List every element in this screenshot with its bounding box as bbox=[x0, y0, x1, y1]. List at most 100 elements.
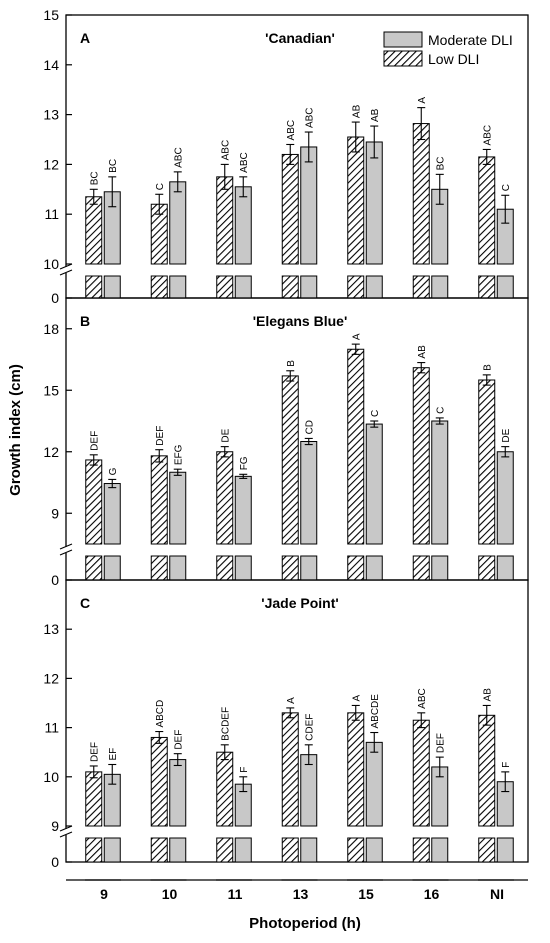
bar-low bbox=[412, 367, 430, 545]
bar-moderate bbox=[496, 451, 514, 545]
y-tick-label: 13 bbox=[43, 621, 59, 637]
y-tick-label-zero: 0 bbox=[51, 572, 59, 588]
bar-low bbox=[216, 451, 234, 545]
bar-low-base bbox=[85, 555, 103, 581]
x-axis: 9 10 11 13 15 16 NI bbox=[66, 879, 528, 902]
significance-letter: BC bbox=[108, 159, 119, 173]
significance-letter: ABC bbox=[220, 140, 231, 161]
legend-label-low: Low DLI bbox=[428, 51, 479, 67]
bar-moderate bbox=[300, 146, 318, 265]
axis-break-mark bbox=[59, 543, 73, 550]
significance-letter: FG bbox=[239, 456, 250, 470]
significance-letter: A bbox=[351, 694, 362, 701]
bar-low bbox=[216, 751, 234, 827]
bar-low bbox=[347, 136, 365, 265]
y-tick-label: 18 bbox=[43, 321, 59, 337]
y-tick-label-zero: 0 bbox=[51, 290, 59, 306]
bar-moderate bbox=[365, 423, 383, 545]
bar-low bbox=[347, 348, 365, 545]
bar-moderate bbox=[169, 759, 187, 827]
significance-letter: DE bbox=[220, 428, 231, 442]
bar-moderate-base bbox=[496, 837, 514, 863]
bar-low-base bbox=[281, 555, 299, 581]
bar-moderate bbox=[431, 420, 449, 545]
y-tick-label: 11 bbox=[44, 720, 59, 736]
significance-letter: EFG bbox=[173, 444, 184, 465]
significance-letter: AB bbox=[482, 688, 493, 702]
bar-low bbox=[478, 379, 496, 545]
legend-swatch-low bbox=[383, 50, 423, 67]
bar-low-base bbox=[281, 837, 299, 863]
panel-letter: A bbox=[80, 30, 90, 46]
significance-letter: C bbox=[155, 183, 166, 190]
bar-low bbox=[281, 375, 299, 545]
significance-letter: G bbox=[108, 467, 119, 475]
bar-moderate-base bbox=[234, 275, 252, 299]
significance-letter: DEF bbox=[435, 733, 446, 753]
axis-break-gap bbox=[60, 829, 72, 835]
bar-low bbox=[478, 714, 496, 827]
bar-low-base bbox=[216, 837, 234, 863]
panel-letter: C bbox=[80, 595, 90, 611]
significance-letter: DEF bbox=[89, 742, 100, 762]
bar-moderate bbox=[365, 141, 383, 265]
bar-low bbox=[85, 196, 103, 265]
y-tick-label: 12 bbox=[43, 156, 59, 172]
bar-moderate-base bbox=[169, 275, 187, 299]
bar-low-base bbox=[347, 275, 365, 299]
bar-moderate-base bbox=[365, 555, 383, 581]
legend-label-moderate: Moderate DLI bbox=[428, 32, 513, 48]
bar-low-base bbox=[150, 837, 168, 863]
axis-break-mark bbox=[59, 825, 73, 832]
axis-break-mark bbox=[59, 263, 73, 270]
significance-letter: C bbox=[501, 184, 512, 191]
significance-letter: DEF bbox=[89, 431, 100, 451]
bar-low bbox=[281, 712, 299, 827]
bar-moderate-base bbox=[300, 837, 318, 863]
y-tick-label: 15 bbox=[43, 382, 59, 398]
significance-letter: A bbox=[417, 97, 428, 104]
y-tick-label: 12 bbox=[43, 670, 59, 686]
significance-letter: F bbox=[239, 767, 250, 773]
bar-low bbox=[85, 771, 103, 827]
y-tick-label: 14 bbox=[43, 57, 59, 73]
axis-break-mark bbox=[59, 549, 73, 556]
bar-low bbox=[478, 156, 496, 265]
bar-moderate-base bbox=[431, 275, 449, 299]
bar-moderate-base bbox=[431, 555, 449, 581]
significance-letter: BC bbox=[435, 156, 446, 170]
y-tick-label: 11 bbox=[44, 206, 59, 222]
x-tick-label: 11 bbox=[228, 886, 243, 902]
significance-letter: F bbox=[501, 762, 512, 768]
legend-swatch-moderate bbox=[383, 31, 423, 48]
panel-c: 9 10 11 12 13 0 C 'Jade Point' DEF EF ABCD DEF BCDEF… bbox=[43, 579, 529, 870]
bar-moderate-base bbox=[496, 275, 514, 299]
x-tick-label: 9 bbox=[100, 886, 108, 902]
y-tick-label: 10 bbox=[43, 256, 59, 272]
bar-low-base bbox=[478, 555, 496, 581]
bar-low-base bbox=[281, 275, 299, 299]
significance-letter: ABC bbox=[286, 120, 297, 141]
significance-letter: ABC bbox=[417, 688, 428, 709]
y-tick-label: 10 bbox=[43, 769, 59, 785]
y-tick-label-zero: 0 bbox=[51, 854, 59, 870]
x-axis-title: Photoperiod (h) bbox=[249, 915, 361, 932]
axis-break-gap bbox=[60, 267, 72, 273]
panel-title: 'Canadian' bbox=[265, 30, 335, 46]
significance-letter: ABC bbox=[482, 125, 493, 146]
bar-low bbox=[150, 455, 168, 545]
significance-letter: DE bbox=[501, 428, 512, 442]
bar-low bbox=[281, 153, 299, 265]
significance-letter: B bbox=[482, 364, 493, 371]
significance-letter: CDEF bbox=[304, 714, 315, 741]
bar-low-base bbox=[478, 837, 496, 863]
x-tick-label: 10 bbox=[162, 886, 178, 902]
panel-title: 'Jade Point' bbox=[261, 595, 338, 611]
significance-letter: ABCDE bbox=[370, 694, 381, 729]
bar-moderate bbox=[169, 181, 187, 265]
significance-letter: BCDEF bbox=[220, 707, 231, 741]
bar-low bbox=[347, 712, 365, 827]
significance-letter: ABC bbox=[173, 147, 184, 168]
